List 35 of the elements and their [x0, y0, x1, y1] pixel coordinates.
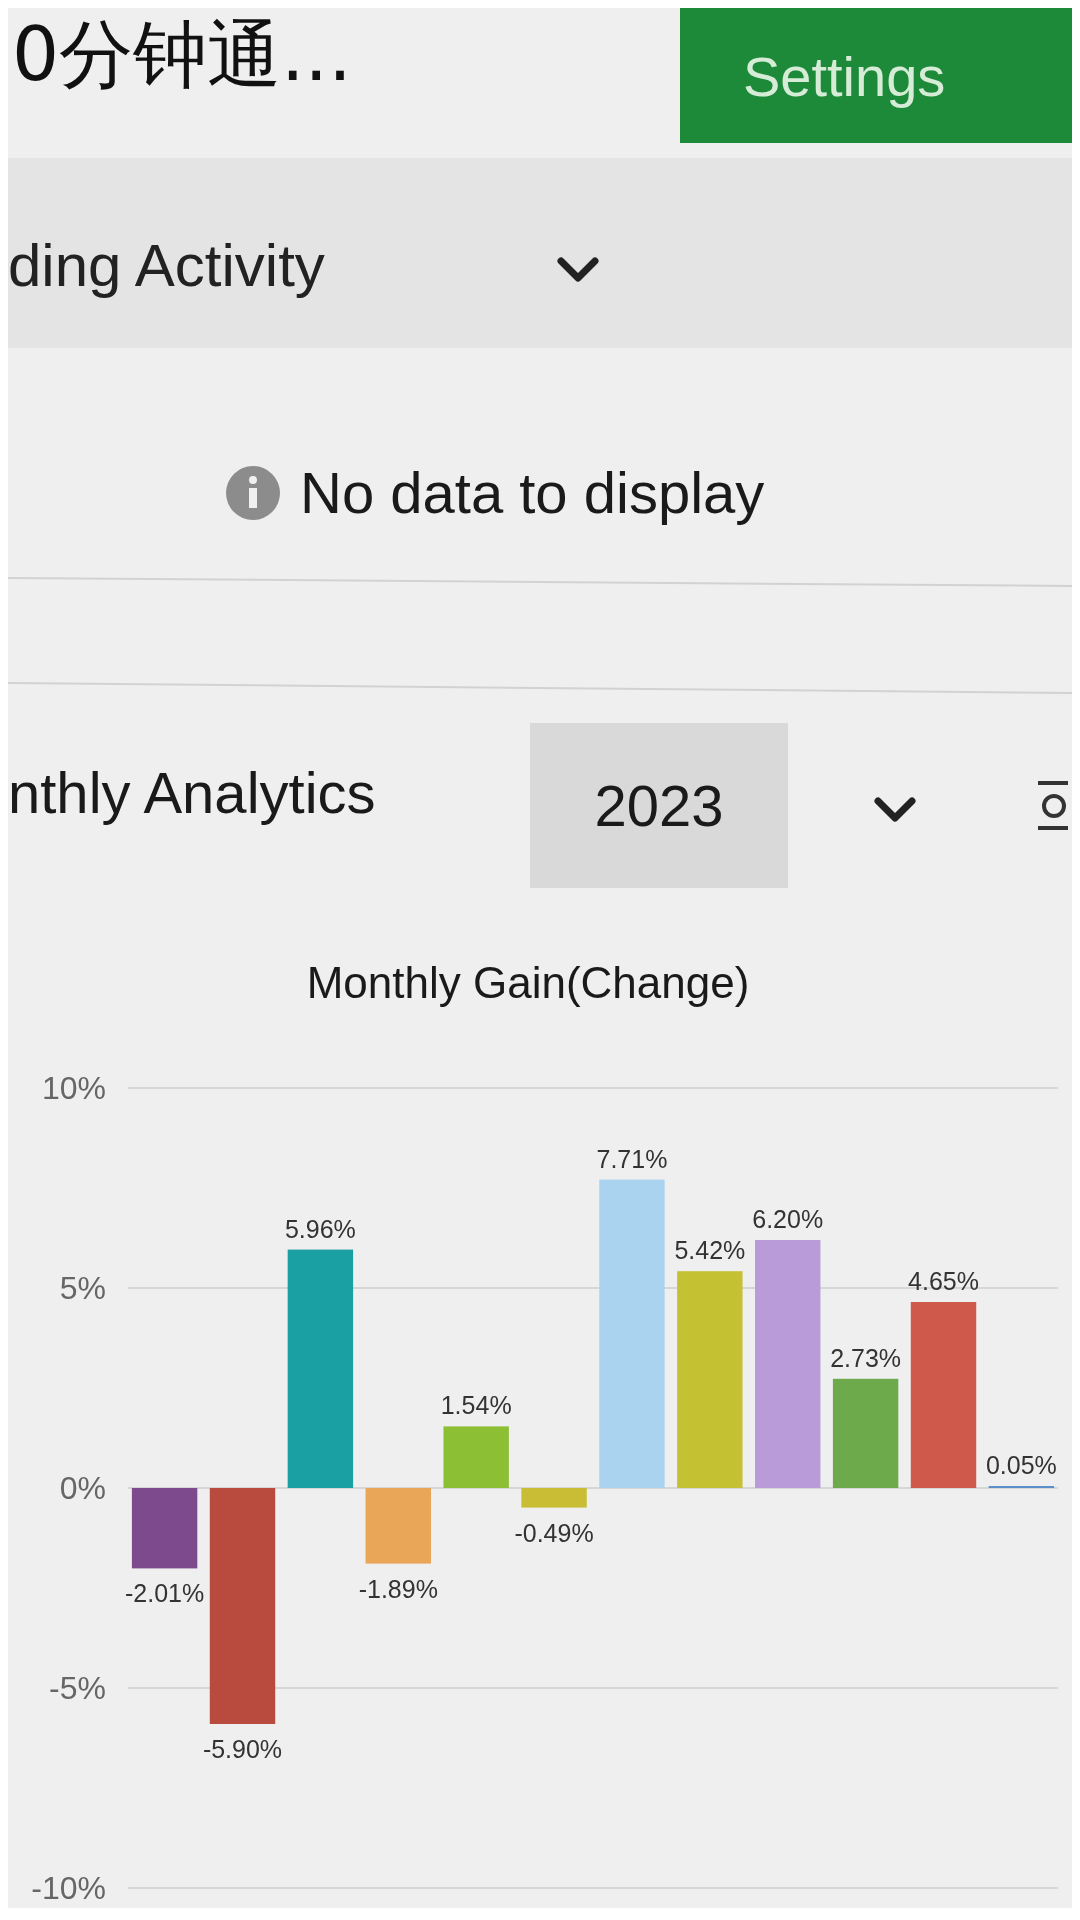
data-label: 0.05% — [985, 1451, 1057, 1479]
data-label: 7.71% — [596, 1144, 668, 1173]
y-tick-label: -5% — [49, 1670, 106, 1707]
text: 0分钟通... — [12, 11, 352, 97]
text: ding Activity — [8, 232, 325, 299]
bar — [209, 1488, 276, 1724]
bar — [755, 1240, 821, 1488]
bar — [365, 1488, 431, 1564]
y-tick-label: -10% — [31, 1870, 106, 1907]
data-label: -2.01% — [125, 1579, 205, 1608]
text: No data to display — [300, 460, 765, 525]
chart-title: Monthly Gain(Change) — [306, 958, 750, 1007]
data-label: 1.54% — [440, 1391, 512, 1420]
text: 2023 — [594, 773, 724, 838]
bar — [443, 1426, 509, 1488]
data-label: 5.42% — [674, 1236, 746, 1265]
y-tick-label: 0% — [59, 1470, 106, 1507]
bar — [131, 1488, 198, 1569]
bar — [521, 1488, 587, 1508]
y-tick-label: 10% — [41, 1070, 106, 1107]
bar — [287, 1249, 354, 1488]
data-label: -0.49% — [514, 1518, 594, 1547]
y-tick-label: 5% — [59, 1270, 106, 1307]
text: nthly Analytics — [8, 760, 376, 825]
bar — [832, 1378, 899, 1488]
data-label: 4.65% — [908, 1267, 979, 1295]
bar — [677, 1271, 743, 1488]
data-label: 5.96% — [284, 1214, 356, 1243]
data-label: 6.20% — [752, 1205, 824, 1233]
bar — [599, 1179, 665, 1488]
bar — [910, 1302, 977, 1488]
data-label: -5.90% — [202, 1735, 283, 1763]
data-label: -1.89% — [358, 1574, 438, 1603]
data-label: 2.73% — [830, 1343, 902, 1372]
text: Settings — [743, 45, 946, 108]
